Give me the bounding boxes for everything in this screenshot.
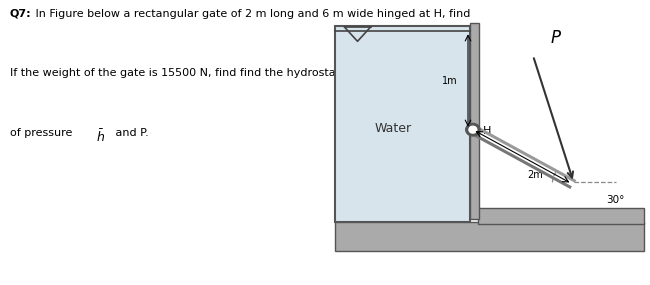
Text: $\bar{h}$: $\bar{h}$ <box>96 128 105 145</box>
Text: 30°: 30° <box>606 195 625 205</box>
Text: Water: Water <box>374 122 412 135</box>
Text: 1m: 1m <box>442 76 458 86</box>
Bar <box>335 26 469 222</box>
Text: If the weight of the gate is 15500 N, find find the hydrostatic pressure force F: If the weight of the gate is 15500 N, fi… <box>10 68 469 78</box>
Text: In Figure below a rectangular gate of 2 m long and 6 m wide hinged at H, find: In Figure below a rectangular gate of 2 … <box>32 9 471 19</box>
Text: Q7:: Q7: <box>10 9 31 19</box>
Bar <box>335 222 644 251</box>
Circle shape <box>465 123 480 136</box>
Text: of pressure: of pressure <box>10 128 72 138</box>
Text: H: H <box>482 126 491 136</box>
Bar <box>478 208 644 224</box>
Circle shape <box>469 126 477 133</box>
Text: $\mathbf{\mathit{P}}$: $\mathbf{\mathit{P}}$ <box>550 29 562 48</box>
Bar <box>469 23 478 219</box>
Text: 2m: 2m <box>528 170 543 180</box>
Text: and P.: and P. <box>112 128 149 138</box>
